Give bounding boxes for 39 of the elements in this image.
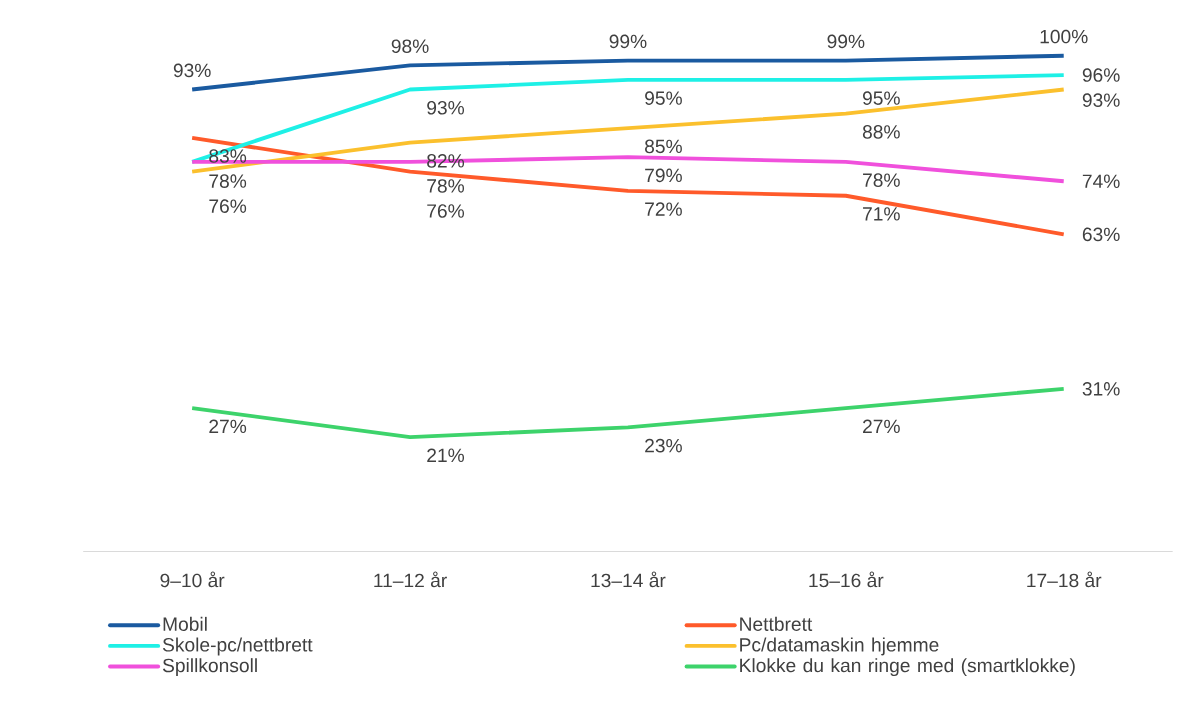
legend-label: Nettbrett <box>740 616 813 632</box>
data-label: 85% <box>645 139 682 154</box>
legend-label: Klokke du kan ringe med (smartklokke) <box>740 658 1075 677</box>
data-label: 21% <box>427 448 465 463</box>
data-label: 99% <box>609 34 647 49</box>
data-label: 76% <box>427 204 465 218</box>
data-label: 27% <box>863 419 900 434</box>
data-label: 31% <box>1082 382 1120 396</box>
data-label: 63% <box>1082 227 1120 242</box>
data-label: 76% <box>209 199 247 214</box>
data-label: 78% <box>863 173 900 188</box>
data-label: 72% <box>645 202 682 216</box>
x-tick-label: 9–10 år <box>160 571 225 588</box>
data-label: 78% <box>209 174 247 189</box>
data-label: 99% <box>827 34 865 49</box>
data-label: 93% <box>173 63 211 78</box>
data-label: 93% <box>427 101 465 115</box>
data-label: 27% <box>209 419 247 434</box>
x-tick-label: 17–18 år <box>1027 571 1102 588</box>
legend-label: Spillkonsoll <box>162 658 257 677</box>
legend-label: Pc/datamaskin hjemme <box>740 637 939 656</box>
legend-label: Skole-pc/nettbrett <box>162 637 313 656</box>
data-label: 95% <box>645 91 682 106</box>
x-tick-label: 13–14 år <box>591 571 666 588</box>
data-label: 71% <box>863 207 900 221</box>
data-label: 83% <box>209 149 247 163</box>
data-label: 98% <box>391 39 429 54</box>
legend-label: Mobil <box>163 616 207 632</box>
data-label: 95% <box>862 91 900 106</box>
data-label: 93% <box>1082 93 1120 108</box>
x-tick-label: 11–12 år <box>374 571 447 588</box>
data-label: 74% <box>1082 174 1120 189</box>
data-label: 96% <box>1082 68 1120 82</box>
data-label: 88% <box>862 125 900 139</box>
data-label: 79% <box>645 168 682 183</box>
data-label: 100% <box>1040 29 1088 44</box>
data-label: 78% <box>427 179 465 193</box>
data-label: 23% <box>645 438 682 453</box>
x-tick-label: 15–16 år <box>809 571 884 588</box>
